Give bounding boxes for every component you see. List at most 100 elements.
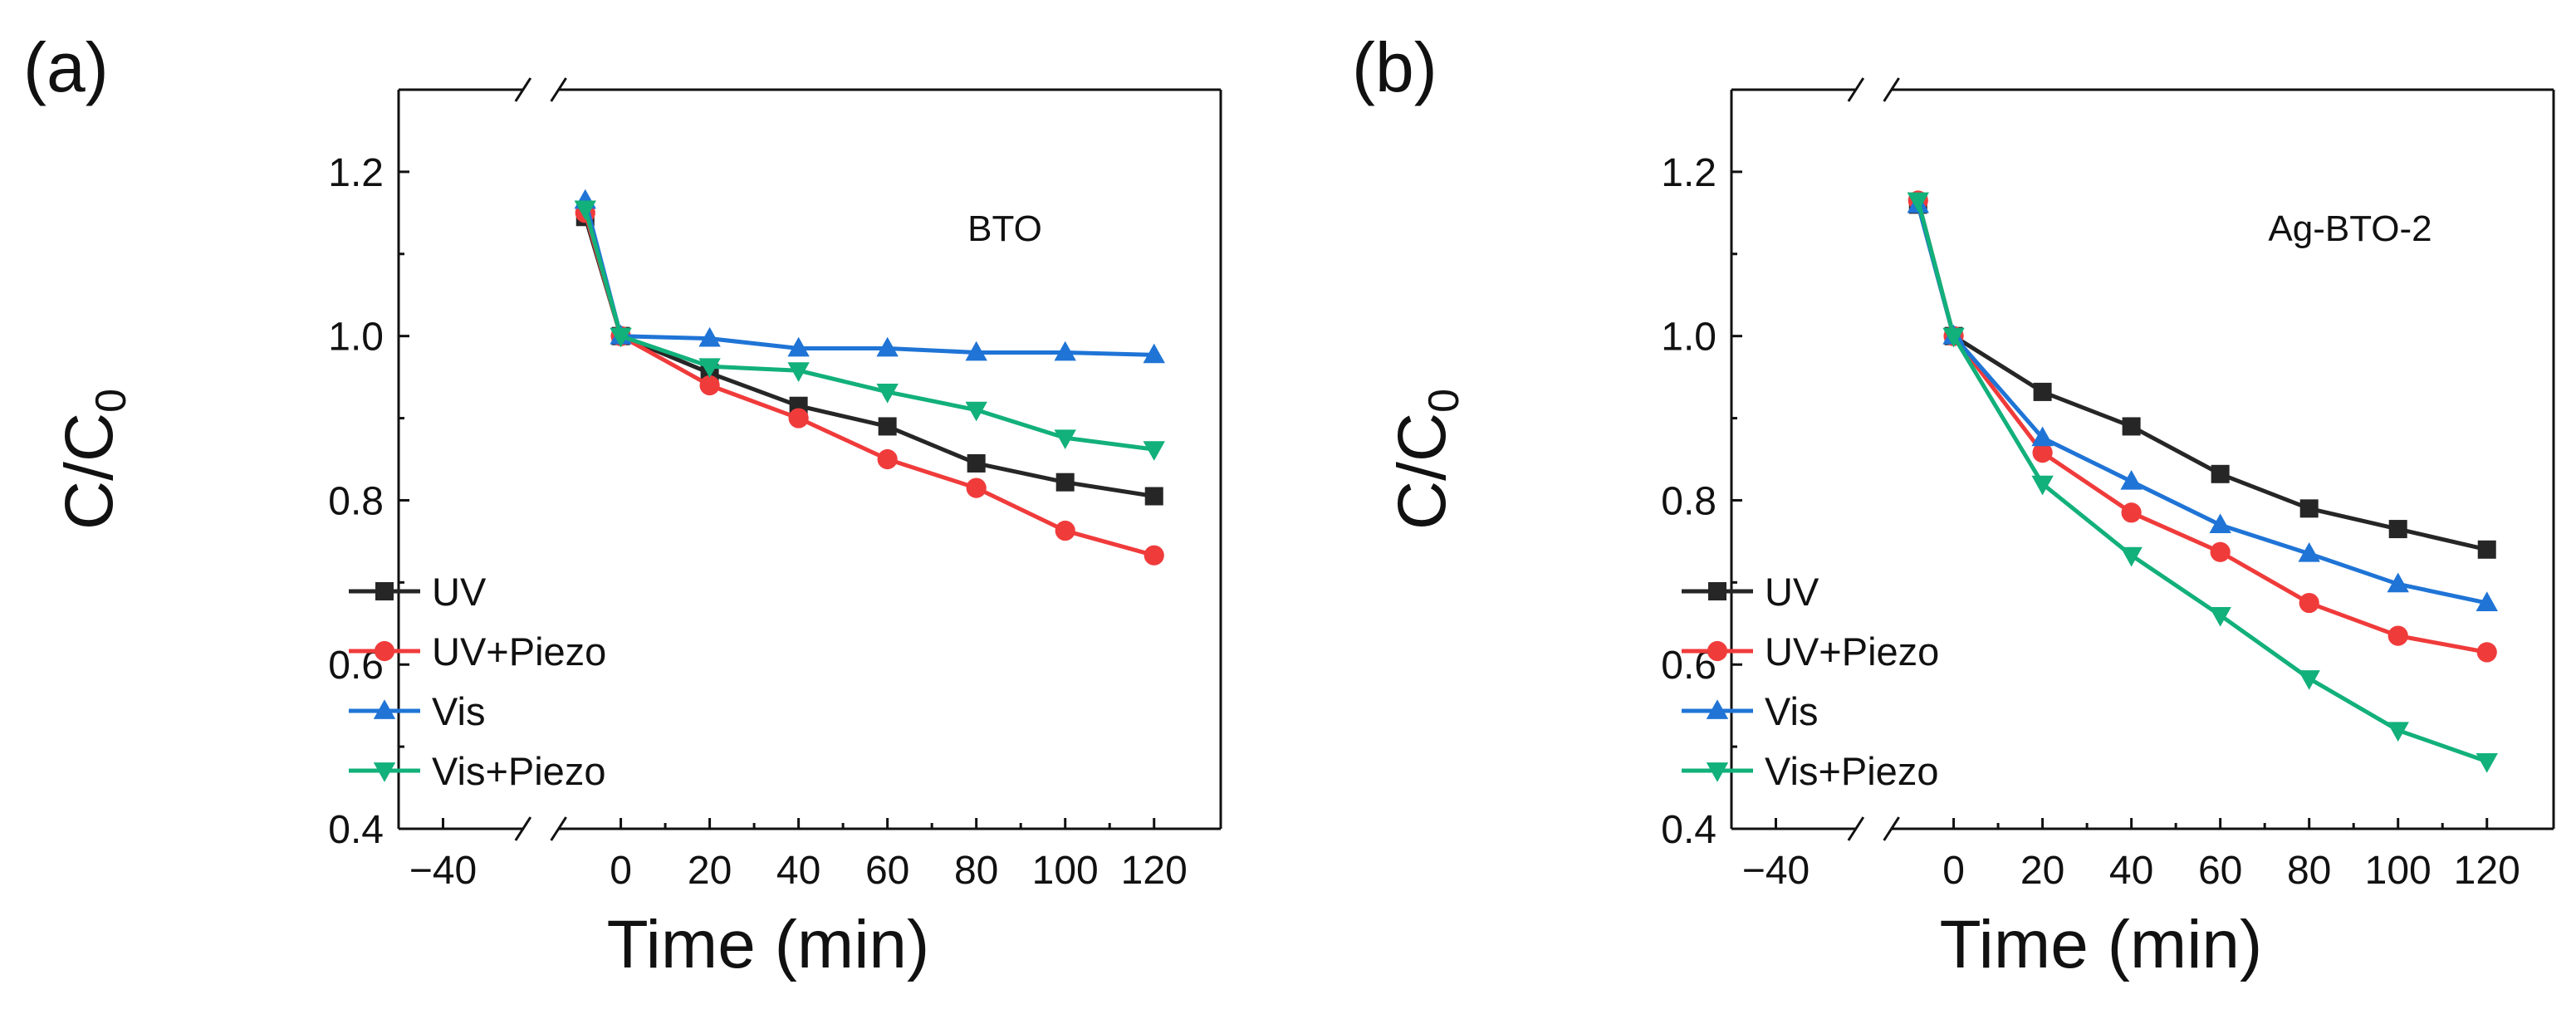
y-tick-label: 0.4 [1661,808,1717,852]
data-point [877,448,898,470]
data-point [967,453,986,473]
y-tick-label: 0.4 [328,808,384,852]
series-uv-piezo [1908,190,2497,663]
x-tick-label: 120 [1121,849,1188,893]
sample-label: Ag-BTO-2 [2268,208,2432,249]
sample-label: BTO [967,208,1042,249]
series-line [1916,203,2488,552]
data-point [1054,429,1076,450]
data-point [2299,499,2319,518]
top-axis-break-mark-0 [514,77,532,102]
data-point [699,375,720,396]
data-point [2033,382,2052,401]
y-axis-title: C/C0 [1384,389,1468,530]
data-point [2122,417,2141,436]
y-tick-label: 0.8 [328,479,384,523]
y-axis-title: C/C0 [51,389,135,530]
data-point [788,408,809,429]
data-point [1143,441,1165,461]
x-axis-break-mark-1 [550,816,567,841]
x-tick-label: 20 [688,849,732,893]
legend-label: Vis+Piezo [432,749,605,793]
data-point [2477,540,2496,559]
y-tick-label: 1.2 [328,151,384,195]
top-axis-break-mark-1 [550,77,567,102]
data-point [878,417,897,436]
data-point [2032,442,2053,463]
series-vis [1907,193,2498,611]
data-point [2387,722,2409,742]
y-axis-title-subscript: 0 [87,389,135,413]
data-point [787,336,810,357]
x-axis-break-mark-1 [1883,816,1900,841]
x-axis-break-mark-0 [1847,816,1865,841]
x-tick-label: −40 [1742,849,1810,893]
data-point [698,326,721,347]
legend-label: UV+Piezo [432,629,606,673]
x-tick-label: 80 [954,849,998,893]
data-point [1144,487,1163,506]
x-axis-break-mark-0 [514,816,532,841]
data-point [2298,670,2320,690]
legend-marker [1708,582,1726,600]
data-point [1055,473,1075,492]
legend-label: Vis [432,689,485,733]
x-tick-label: 100 [2365,849,2432,893]
series-uv [1908,195,2496,559]
data-point [574,200,596,221]
legend-marker [1706,762,1729,782]
data-point [966,478,987,498]
data-point [2387,572,2409,593]
series-line [583,199,1154,357]
x-axis-title: Time (min) [1940,907,2263,982]
legend-label: UV+Piezo [1765,629,1939,673]
y-tick-label: 0.8 [1661,479,1717,523]
data-point [787,362,810,382]
data-point [1144,545,1164,566]
legend-marker [373,762,396,782]
data-point [610,327,632,348]
data-point [1143,343,1165,364]
y-axis-title-main: C/C [51,413,127,530]
x-tick-label: 40 [2109,849,2153,893]
data-point [2031,426,2054,447]
y-tick-label: 1.2 [1661,151,1717,195]
y-axis-title-main: C/C [1384,413,1460,530]
data-point [2476,591,2498,611]
x-tick-label: 0 [610,849,632,893]
legend-label: UV [432,570,487,614]
data-point [876,384,899,404]
x-tick-label: 120 [2454,849,2520,893]
data-point [2211,464,2230,483]
x-tick-label: 20 [2020,849,2064,893]
legend-label: Vis [1765,689,1818,733]
data-point [2298,541,2320,562]
data-point [2120,469,2143,490]
x-tick-label: −40 [409,849,477,893]
data-point [2209,606,2231,627]
panel-b: (b)−40 0 20 40 60 80 100 1200.40.60.81.01.2Time… [1352,28,2555,982]
panel-label: (b) [1352,28,1437,106]
y-tick-label: 1.0 [1661,316,1717,360]
x-tick-label: 80 [2287,849,2331,893]
data-point [2299,592,2319,614]
top-axis-break-mark-0 [1847,77,1865,102]
data-point [2209,513,2231,534]
x-tick-label: 100 [1032,849,1099,893]
panel-a: (a)−40 0 20 40 60 80 100 1200.40.60.81.01.2Time… [23,28,1222,982]
series-line [583,208,1155,452]
top-axis-break-mark-1 [1883,77,1900,102]
x-tick-label: 60 [865,849,909,893]
legend-marker [1706,699,1729,719]
x-tick-label: 60 [2198,849,2242,893]
data-point [2120,546,2143,567]
y-axis-title-subscript: 0 [1420,389,1468,413]
x-tick-label: 0 [1942,849,1965,893]
series-line [583,212,1155,558]
data-point [965,401,987,422]
data-point [2210,541,2231,562]
data-point [2121,502,2142,523]
series-line [1916,203,2488,605]
data-point [1907,192,1929,213]
